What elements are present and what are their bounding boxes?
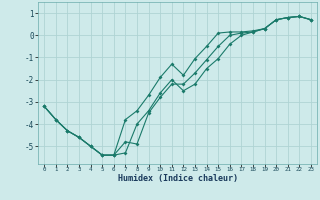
X-axis label: Humidex (Indice chaleur): Humidex (Indice chaleur) [118,174,238,183]
